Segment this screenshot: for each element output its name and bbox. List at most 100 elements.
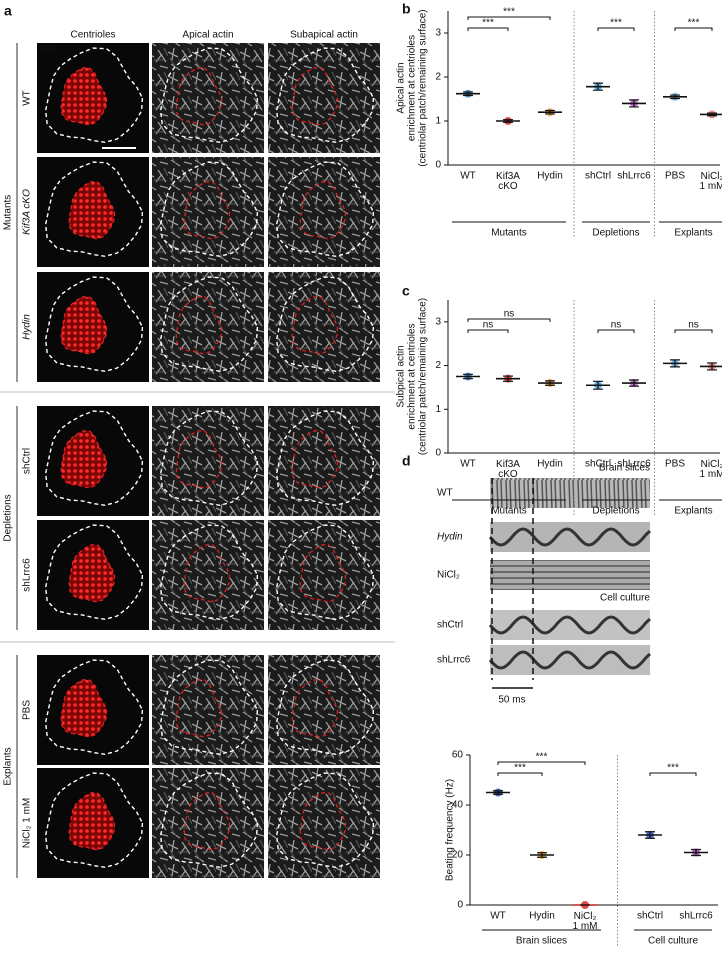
patch-outline [60,679,108,738]
significance-bracket [649,772,697,776]
group-label: Cell culture [648,936,698,947]
cell-outline [275,47,375,144]
group-label: Explants [674,228,712,239]
micrograph [268,768,380,878]
error-bar [493,790,503,795]
micrograph [268,272,380,382]
group-label: Explants [3,747,14,785]
significance-label: *** [667,763,679,774]
significance-label: *** [482,18,494,29]
cell-outline [275,659,375,756]
row-label: shLrrc6 [22,558,33,592]
patch-outline [291,67,339,126]
cell-outline [159,47,259,144]
significance-bracket [674,27,713,31]
error-bar [670,359,680,368]
cell-outline [159,772,259,869]
row-label: NiCl₂ 1 mM [22,798,33,849]
cell-outline [275,410,375,507]
x-tick-label: shCtrl [585,171,611,182]
micrograph [152,43,264,153]
significance-bracket [597,329,635,333]
patch-outline [68,792,116,851]
significance-label: *** [688,18,700,29]
row-label: Hydin [437,532,463,543]
column-header: Centrioles [70,30,115,41]
error-bar [463,373,473,380]
y-tick-label: 20 [452,850,464,861]
patch-outline [175,679,223,738]
cell-outline [275,161,375,258]
patch-outline [299,181,347,240]
error-bar [537,852,547,858]
patch-outline [175,430,223,489]
error-bar [707,112,717,117]
row-label: shCtrl [22,448,33,474]
cell-outline [44,410,144,507]
significance-bracket [467,16,551,20]
centriole-patch [69,792,115,850]
scale-label: 50 ms [498,695,525,706]
error-bar [670,94,680,100]
y-tick-label: 0 [457,900,463,911]
cell-outline [159,161,259,258]
centriole-patch [61,679,107,737]
error-bar [545,109,555,115]
group-label: Depletions [592,506,639,517]
cell-outline [275,524,375,621]
kymograph [490,645,650,675]
patch-outline [68,544,116,603]
error-bar [691,848,701,857]
patch-outline [291,430,339,489]
row-label: WT [437,488,453,499]
y-axis-label: Subpical actin [396,345,407,407]
y-tick-label: 3 [435,28,441,39]
cell-outline [275,772,375,869]
row-label: shCtrl [437,620,463,631]
y-tick-label: 1 [435,116,441,127]
micrograph [152,768,264,878]
error-bar [645,831,655,839]
significance-label: *** [503,7,515,18]
row-label: PBS [22,700,33,720]
patch-outline [175,296,223,355]
section-label: Cell culture [600,593,650,604]
x-tick-label: shLrrc6 [617,171,651,182]
significance-label: *** [610,18,622,29]
x-tick-label: NiCl₂ 1 mM [700,171,722,192]
error-bar [629,379,639,387]
significance-bracket [497,761,586,765]
error-bar [503,119,513,123]
kymograph [490,522,650,552]
y-tick-label: 0 [435,160,441,171]
centriole-patch [69,181,115,239]
group-label: Explants [674,506,712,517]
centriole-patch [61,430,107,488]
x-tick-label: shLrrc6 [617,459,651,470]
x-tick-label: NiCl₂ 1 mM [573,911,598,932]
error-bar [593,82,603,91]
patch-outline [291,679,339,738]
micrograph [152,655,264,765]
y-tick-label: 0 [435,448,441,459]
y-tick-label: 1 [435,404,441,415]
y-tick-label: 2 [435,360,441,371]
x-tick-label: Hydin [529,911,555,922]
significance-label: ns [483,320,494,331]
group-label: Mutants [3,195,14,231]
y-tick-label: 3 [435,316,441,327]
patch-outline [291,296,339,355]
x-tick-label: shCtrl [637,911,663,922]
group-label: Mutants [491,506,527,517]
significance-bracket [467,318,551,322]
micrograph [268,655,380,765]
panel-label: d [402,453,411,469]
y-axis-label: Apical actin [396,62,407,113]
y-axis-label: Beating frequency (Hz) [445,779,456,881]
patch-outline [299,544,347,603]
y-tick-label: 60 [452,750,464,761]
y-tick-label: 40 [452,800,464,811]
x-tick-label: Kif3A cKO [496,171,520,192]
group-label: Brain slices [516,936,567,947]
